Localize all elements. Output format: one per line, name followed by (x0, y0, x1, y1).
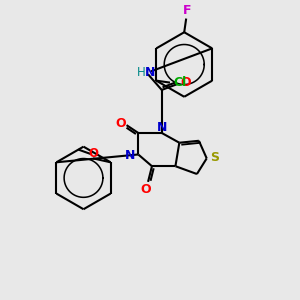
Text: N: N (145, 66, 155, 79)
Text: Cl: Cl (173, 76, 186, 89)
Text: H: H (137, 66, 146, 79)
Text: N: N (125, 149, 136, 162)
Text: O: O (141, 183, 152, 196)
Text: S: S (210, 151, 219, 164)
Text: O: O (180, 76, 190, 88)
Text: O: O (88, 147, 98, 160)
Text: F: F (183, 4, 191, 17)
Text: N: N (157, 121, 167, 134)
Text: O: O (116, 117, 126, 130)
